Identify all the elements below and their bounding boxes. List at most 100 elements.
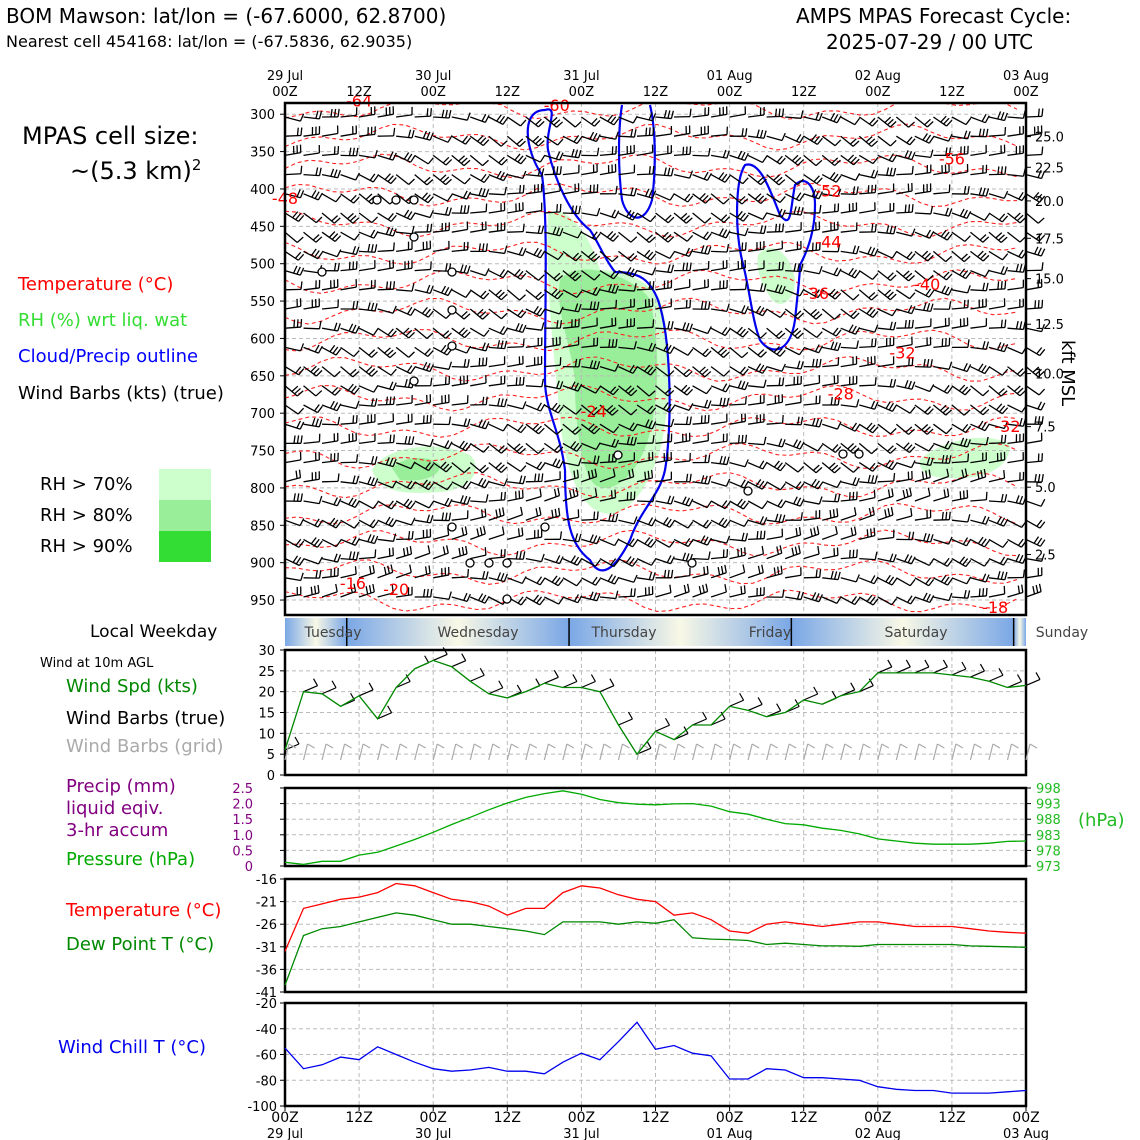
wind-barb-staff xyxy=(784,308,799,320)
wind-barb-staff xyxy=(414,212,431,219)
wind-barb-flag xyxy=(985,341,990,350)
wind-barb-staff xyxy=(785,383,802,387)
wind-barb-flag xyxy=(426,514,431,523)
wind-barb-staff xyxy=(507,230,524,233)
wind-barb-flag xyxy=(982,187,986,196)
wind-barb-staff xyxy=(562,154,579,159)
wind-barb-flag xyxy=(479,137,487,144)
wind-barb-flag xyxy=(941,285,947,294)
wind-barb-flag xyxy=(943,557,950,566)
wind-barb-flag xyxy=(929,231,935,239)
wind-barb-flag xyxy=(430,108,433,117)
wind-barb-staff xyxy=(284,151,301,157)
top-hour-label: 00Z xyxy=(1013,85,1039,100)
wind-barb-flag xyxy=(426,179,434,186)
wind-barb-flag xyxy=(835,525,838,535)
wind-barb-staff xyxy=(396,442,413,445)
wind-barb-flag xyxy=(793,206,797,215)
wind-barb-flag xyxy=(757,176,765,183)
temperature-contour-label: -64 xyxy=(346,92,372,111)
wind-barb-staff xyxy=(673,366,687,378)
wind-barb-staff xyxy=(488,382,505,387)
wind-barb-flag xyxy=(924,252,931,260)
wind-barb-staff xyxy=(377,249,394,253)
wind-barb-flag xyxy=(499,269,506,277)
wind-barb-flag xyxy=(315,110,319,119)
wind-barb-flag xyxy=(851,422,857,431)
wind-barb-flag xyxy=(496,572,502,581)
wind-barb-flag xyxy=(520,465,527,472)
wind-barb-flag xyxy=(718,228,724,236)
wind-barb-flag xyxy=(817,481,824,490)
wind-barb-flag xyxy=(463,313,471,320)
grid-wind-barb xyxy=(747,743,753,761)
pressure-tick-label: 500 xyxy=(250,258,275,273)
wind-barb-flag xyxy=(331,233,339,240)
wind-barb-flag xyxy=(611,438,616,447)
wind-barb-flag xyxy=(726,243,730,253)
wind-barb-flag xyxy=(500,447,508,454)
wind-barb-flag xyxy=(498,445,505,452)
wind-barb-flag xyxy=(829,509,832,519)
wind-barb-flag xyxy=(723,216,731,223)
wind-barb-staff xyxy=(414,500,430,509)
wind-barb-staff xyxy=(562,344,579,349)
wind-barb-flag xyxy=(869,596,876,604)
wind-barb-flag xyxy=(559,152,564,161)
wind-barb-staff xyxy=(914,270,928,282)
wind-barb-flag xyxy=(297,407,305,415)
wind-barb-flag xyxy=(911,152,916,160)
wind-barb-flag xyxy=(332,346,339,354)
wind-barb-flag xyxy=(522,376,525,385)
wind-barb-flag xyxy=(668,540,675,548)
wind-barb-staff xyxy=(951,519,968,523)
wind-barb-staff xyxy=(895,442,910,454)
wind-barb-flag xyxy=(333,553,338,562)
wind-barb-staff xyxy=(988,346,1005,353)
wind-barb-staff xyxy=(951,289,968,294)
wind-barb-staff xyxy=(470,228,487,233)
wind-barb-staff xyxy=(692,346,706,358)
kft-tick-label: 20.0 xyxy=(1035,195,1064,210)
wind-barb-staff xyxy=(414,422,431,425)
wind-barb-flag xyxy=(777,499,783,507)
wind-barb-flag xyxy=(887,291,894,298)
wind-barb-flag xyxy=(570,381,576,390)
wind-barb-flag xyxy=(536,307,543,315)
wind-barb-flag xyxy=(517,309,524,317)
wind-barb-staff xyxy=(488,596,504,605)
wind-barb-staff xyxy=(340,193,354,204)
wind-barb-staff xyxy=(822,577,839,581)
wind-barb-staff xyxy=(1025,538,1041,547)
wind-barb-flag xyxy=(448,110,452,119)
wind-barb-flag xyxy=(537,447,545,454)
wind-barb-staff xyxy=(488,423,504,432)
wind-barb-staff xyxy=(340,440,357,445)
wind-barb-staff xyxy=(470,210,487,214)
wind-barb-flag xyxy=(837,243,841,252)
wind-barb-flag xyxy=(337,262,340,271)
wind-barb-flag xyxy=(800,512,803,521)
wind-barb-flag xyxy=(740,305,746,313)
wind-barb-flag xyxy=(707,148,711,157)
wind-barb-flag xyxy=(774,284,779,293)
surface-wind-barb-flag xyxy=(998,667,1004,676)
wind-barb-staff xyxy=(321,500,338,507)
rh-swatch-80 xyxy=(159,500,211,531)
wind-barb-flag xyxy=(648,390,656,397)
temperature-contour-label: -56 xyxy=(939,149,965,168)
grid-wind-barb-flag xyxy=(511,743,519,749)
wind-barb-flag xyxy=(742,502,749,510)
wind-barb-staff xyxy=(692,366,706,378)
wind-barb-staff xyxy=(859,191,876,195)
wind-barb-flag xyxy=(484,508,487,517)
wind-barb-staff xyxy=(414,572,431,579)
wind-barb-flag xyxy=(739,328,746,336)
wind-barb-flag xyxy=(481,479,487,487)
wind-barb-staff xyxy=(840,346,857,349)
wind-barb-staff xyxy=(877,577,893,586)
rh-swatch-70 xyxy=(159,469,211,500)
wind-barb-flag xyxy=(521,576,527,584)
surface-wind-barb xyxy=(377,712,392,720)
wind-barb-flag xyxy=(685,262,689,271)
